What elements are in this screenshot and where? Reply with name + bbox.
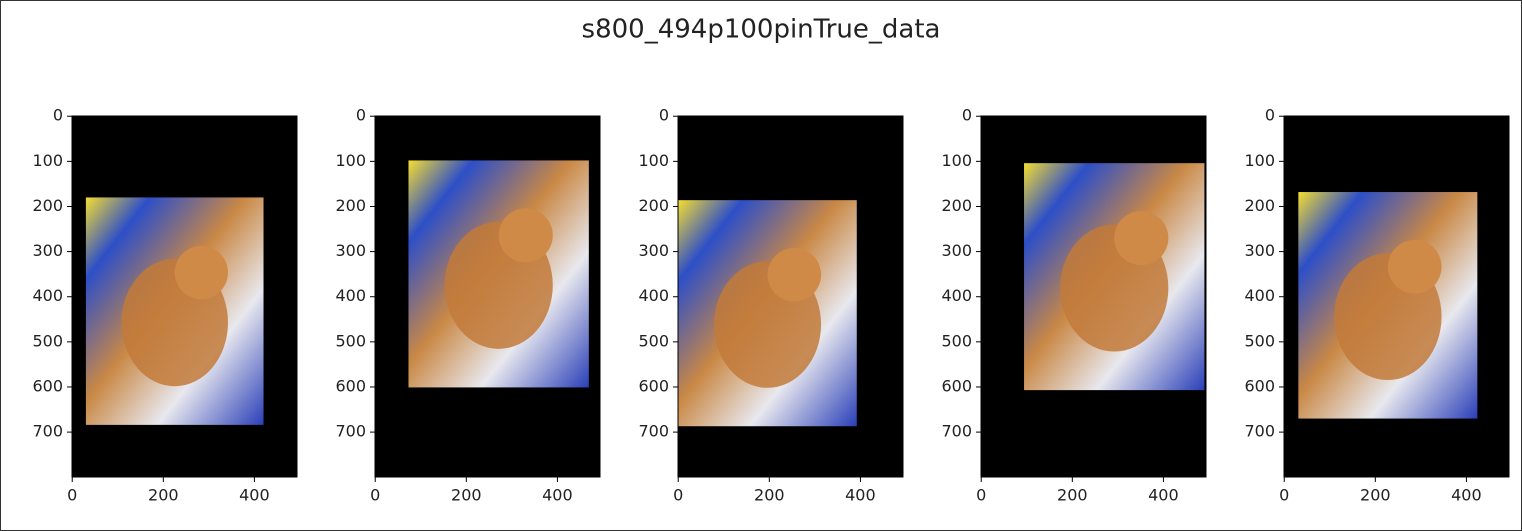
x-tick-label: 0 — [67, 486, 77, 505]
x-tick-label: 0 — [976, 486, 986, 505]
x-tick-label: 400 — [845, 486, 876, 505]
y-tick-label: 500 — [32, 331, 63, 350]
y-tick-label: 100 — [32, 151, 63, 170]
y-tick-label: 300 — [941, 241, 972, 260]
cat-head — [498, 208, 553, 263]
y-tick-label: 0 — [1265, 106, 1275, 125]
y-tick-label: 600 — [941, 376, 972, 395]
x-tick-label: 400 — [542, 486, 573, 505]
x-tick-label: 0 — [1279, 486, 1289, 505]
y-tick-label: 100 — [335, 151, 366, 170]
cat-head — [174, 245, 228, 300]
y-tick-label: 300 — [1244, 241, 1275, 260]
y-tick-label: 100 — [941, 151, 972, 170]
y-tick-label: 600 — [638, 376, 669, 395]
y-tick-label: 0 — [659, 106, 669, 125]
cat-head — [1387, 239, 1442, 294]
y-tick-label: 700 — [335, 422, 366, 441]
y-tick-label: 700 — [941, 422, 972, 441]
x-tick-label: 0 — [370, 486, 380, 505]
y-tick-label: 200 — [1244, 196, 1275, 215]
figure-title: s800_494p100pinTrue_data — [582, 15, 941, 45]
x-tick-label: 200 — [1057, 486, 1088, 505]
y-tick-label: 100 — [638, 151, 669, 170]
y-tick-label: 400 — [941, 286, 972, 305]
y-tick-label: 200 — [638, 196, 669, 215]
y-tick-label: 500 — [941, 331, 972, 350]
y-tick-label: 200 — [32, 196, 63, 215]
y-tick-label: 700 — [32, 422, 63, 441]
y-tick-label: 600 — [335, 376, 366, 395]
y-tick-label: 0 — [53, 106, 63, 125]
y-tick-label: 0 — [356, 106, 366, 125]
y-tick-label: 300 — [32, 241, 63, 260]
y-tick-label: 200 — [941, 196, 972, 215]
y-tick-label: 400 — [32, 286, 63, 305]
x-tick-label: 400 — [239, 486, 270, 505]
y-tick-label: 600 — [1244, 376, 1275, 395]
cat-head — [1114, 211, 1169, 266]
cat-head — [767, 247, 822, 302]
y-tick-label: 600 — [32, 376, 63, 395]
y-tick-label: 500 — [335, 331, 366, 350]
y-tick-label: 500 — [638, 331, 669, 350]
x-tick-label: 400 — [1148, 486, 1179, 505]
y-tick-label: 700 — [1244, 422, 1275, 441]
y-tick-label: 100 — [1244, 151, 1275, 170]
x-tick-label: 0 — [673, 486, 683, 505]
x-tick-label: 200 — [148, 486, 179, 505]
y-tick-label: 300 — [638, 241, 669, 260]
y-tick-label: 400 — [638, 286, 669, 305]
y-tick-label: 700 — [638, 422, 669, 441]
y-tick-label: 400 — [335, 286, 366, 305]
y-tick-label: 0 — [962, 106, 972, 125]
x-tick-label: 200 — [754, 486, 785, 505]
x-tick-label: 200 — [451, 486, 482, 505]
y-tick-label: 500 — [1244, 331, 1275, 350]
x-tick-label: 200 — [1360, 486, 1391, 505]
y-tick-label: 400 — [1244, 286, 1275, 305]
y-tick-label: 300 — [335, 241, 366, 260]
y-tick-label: 200 — [335, 196, 366, 215]
x-tick-label: 400 — [1451, 486, 1482, 505]
